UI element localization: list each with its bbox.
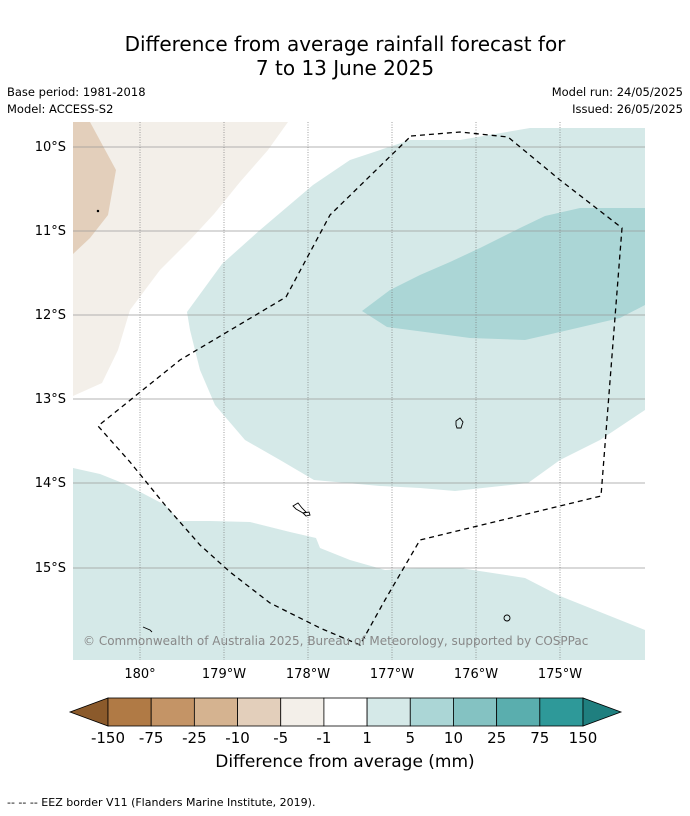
lon-label-175w: 175°W <box>538 667 582 682</box>
lat-label-15s: 15°S <box>35 561 66 576</box>
eez-footnote: -- -- -- EEZ border V11 (Flanders Marine… <box>7 796 316 809</box>
island-futuna-tail <box>302 511 311 517</box>
colorbar-swatch <box>409 697 454 727</box>
islands <box>96 209 511 633</box>
lon-label-179w: 179°W <box>202 667 246 682</box>
lat-label-11s: 11°S <box>35 224 66 239</box>
colorbar-tick-label: -1 <box>316 729 331 747</box>
lon-label-176w: 176°W <box>454 667 498 682</box>
lon-label-180: 180° <box>124 667 155 682</box>
colorbar-swatch <box>237 697 282 727</box>
colorbar-swatch <box>280 697 325 727</box>
colorbar-title: Difference from average (mm) <box>215 752 475 772</box>
lon-label-178w: 178°W <box>286 667 330 682</box>
longitude-lines <box>139 122 561 660</box>
colorbar-tick-label: 10 <box>444 729 463 747</box>
meta-right: Model run: 24/05/2025 Issued: 26/05/2025 <box>552 84 683 118</box>
latitude-labels: 10°S 11°S 12°S 13°S 14°S 15°S <box>35 140 66 576</box>
colorbar-swatch <box>453 697 498 727</box>
base-period: Base period: 1981-2018 <box>7 85 146 99</box>
longitude-labels: 180° 179°W 178°W 177°W 176°W 175°W <box>124 667 582 682</box>
colorbar-tick-label: 25 <box>487 729 506 747</box>
lat-label-14s: 14°S <box>35 476 66 491</box>
lon-label-177w: 177°W <box>370 667 414 682</box>
lat-label-12s: 12°S <box>35 308 66 323</box>
map-title: Difference from average rainfall forecas… <box>0 32 690 80</box>
model-name: Model: ACCESS-S2 <box>7 102 114 116</box>
colorbar-swatch <box>150 697 195 727</box>
colorbar-swatch <box>323 697 368 727</box>
model-run: Model run: 24/05/2025 <box>551 85 683 99</box>
colorbar-swatch <box>539 697 584 727</box>
colorbar-swatch <box>496 697 541 727</box>
colorbar: -150 -75 -25 -10 -5 -1 1 5 10 25 75 150 <box>68 697 623 747</box>
island-east <box>503 614 511 622</box>
colorbar-tick-label: -5 <box>273 729 288 747</box>
issued-date: Issued: 26/05/2025 <box>572 102 683 116</box>
colorbar-tick-label: 75 <box>530 729 549 747</box>
island-rotuma-area <box>455 417 464 429</box>
latitude-lines <box>73 146 645 569</box>
colorbar-tick-label: 5 <box>405 729 415 747</box>
island-wallis <box>292 502 307 514</box>
colorbar-tick-label: -150 <box>91 729 125 747</box>
dry-region-medium <box>73 122 116 254</box>
dry-region-light <box>73 122 288 396</box>
colorbar-tick-label: 1 <box>362 729 372 747</box>
meta-left: Base period: 1981-2018 Model: ACCESS-S2 <box>7 84 146 118</box>
colorbar-tick-label: -10 <box>225 729 250 747</box>
colorbar-extend-high <box>582 697 623 727</box>
colorbar-swatch <box>193 697 238 727</box>
eez-border <box>97 131 623 646</box>
colorbar-tick-label: 150 <box>569 729 598 747</box>
island-southwest <box>142 626 153 633</box>
title-line-2: 7 to 13 June 2025 <box>255 56 435 80</box>
colorbar-swatch <box>366 697 411 727</box>
colorbar-tick-label: -25 <box>182 729 207 747</box>
copyright-text: © Commonwealth of Australia 2025, Bureau… <box>83 634 588 648</box>
colorbar-extend-low <box>68 697 109 727</box>
title-line-1: Difference from average rainfall forecas… <box>124 32 566 56</box>
wet-region-light-south <box>73 468 645 660</box>
colorbar-swatch <box>107 697 152 727</box>
lat-label-10s: 10°S <box>35 140 66 155</box>
wet-region-medium <box>362 208 645 340</box>
colorbar-tick-label: -75 <box>139 729 164 747</box>
map-area: © Commonwealth of Australia 2025, Bureau… <box>73 122 645 660</box>
lat-label-13s: 13°S <box>35 392 66 407</box>
island-northwest-dot <box>96 209 100 213</box>
